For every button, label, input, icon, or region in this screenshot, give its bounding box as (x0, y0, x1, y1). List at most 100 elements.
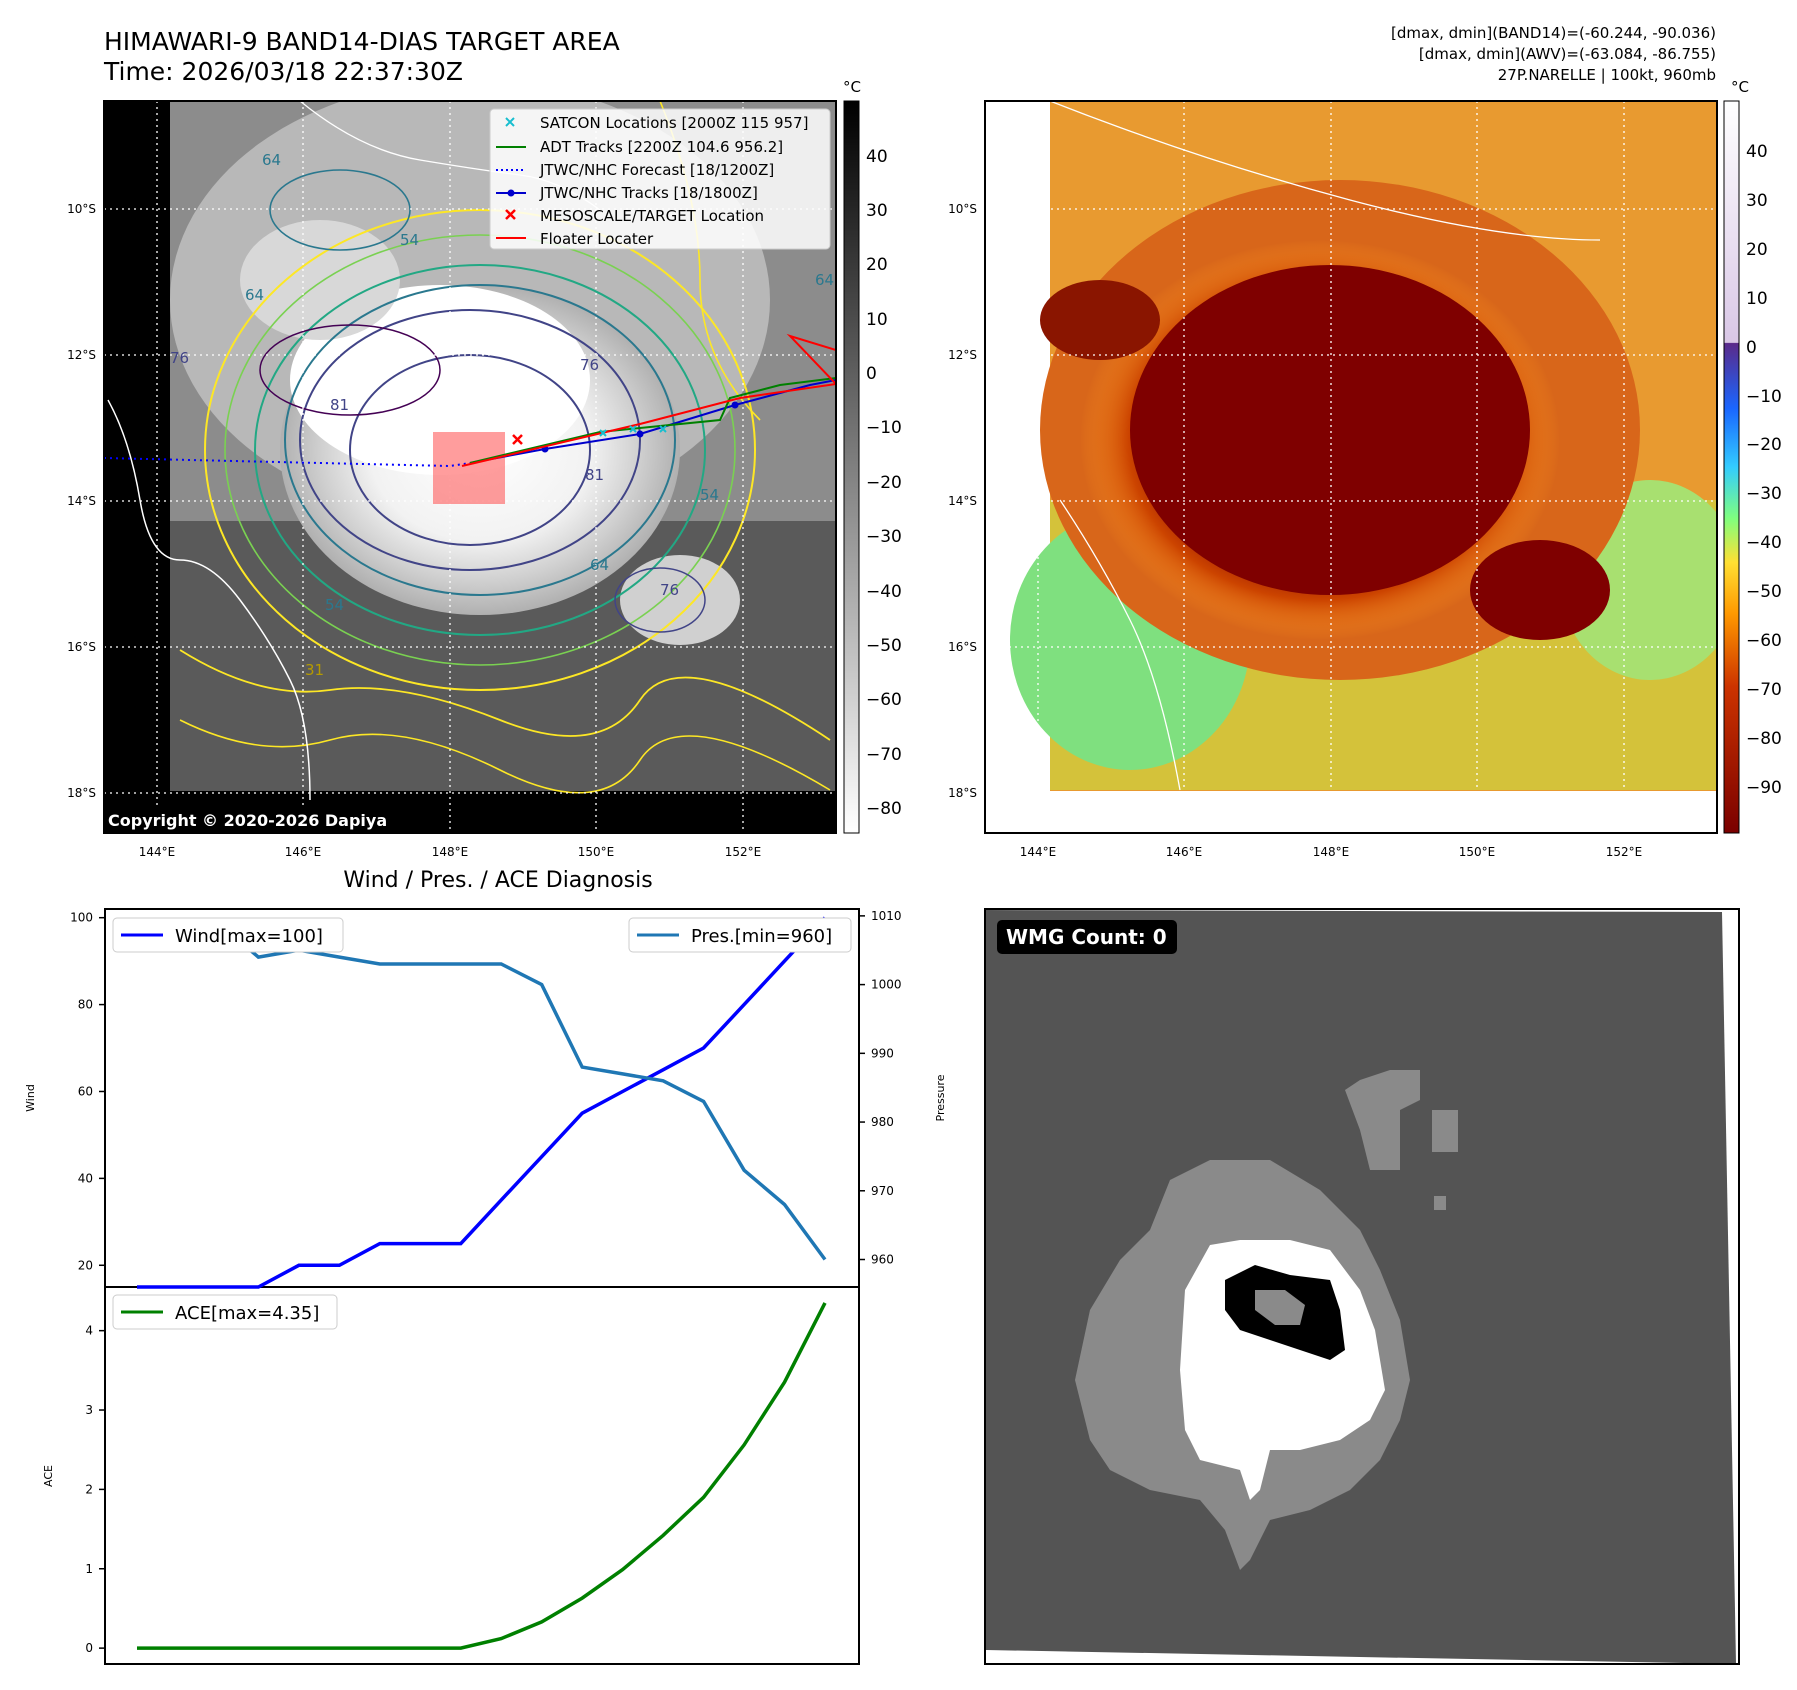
ace-legend: ACE[max=4.35] (112, 1294, 338, 1330)
svg-text:10: 10 (866, 310, 888, 330)
svg-text:14°S: 14°S (948, 494, 977, 508)
pressure-tick-label: 970 (871, 1184, 894, 1198)
svg-text:10°S: 10°S (948, 202, 977, 216)
svg-text:−90: −90 (1746, 778, 1782, 798)
svg-text:152°E: 152°E (1606, 845, 1643, 859)
svg-text:30: 30 (866, 201, 888, 221)
awv-lon-labels: 144°E 146°E 148°E 150°E 152°E (1020, 845, 1643, 859)
ace-axes (104, 1286, 860, 1665)
svg-text:146°E: 146°E (285, 845, 322, 859)
wind-tick-label: 60 (78, 1084, 93, 1098)
wind-axis-label: Wind (24, 1084, 37, 1112)
contour-labels: 64 54 64 76 81 76 81 54 64 76 54 31 64 (170, 151, 834, 679)
svg-text:12°S: 12°S (948, 348, 977, 362)
svg-text:−70: −70 (866, 745, 902, 765)
svg-text:64: 64 (262, 151, 281, 169)
ace-tick-label: 2 (85, 1482, 93, 1496)
map-legend: SATCON Locations [2000Z 115 957] ADT Tra… (489, 108, 831, 250)
figure-time: Time: 2026/03/18 22:37:30Z (103, 57, 463, 86)
svg-text:81: 81 (330, 396, 349, 414)
svg-text:−30: −30 (866, 527, 902, 547)
svg-text:64: 64 (815, 271, 834, 289)
svg-text:−50: −50 (1746, 582, 1782, 602)
svg-text:−70: −70 (1746, 680, 1782, 700)
band14-range: [dmax, dmin](BAND14)=(-60.244, -90.036) (1391, 24, 1716, 42)
svg-text:−50: −50 (866, 636, 902, 656)
wind-legend: Wind[max=100] (112, 917, 344, 953)
wind-pres-axes (104, 908, 860, 1288)
svg-text:30: 30 (1746, 191, 1768, 211)
wind-ticks: 20 40 60 80 100 (70, 911, 105, 1272)
svg-text:−60: −60 (1746, 631, 1782, 651)
ace-tick-label: 1 (85, 1562, 93, 1576)
ir-colorbar: °C 40 30 20 10 0 −10 −20 −30 −40 −50 −60… (843, 78, 902, 834)
pressure-tick-label: 960 (871, 1253, 894, 1267)
svg-text:54: 54 (400, 231, 419, 249)
svg-text:20: 20 (1746, 240, 1768, 260)
svg-text:−10: −10 (866, 418, 902, 438)
svg-text:−20: −20 (1746, 435, 1782, 455)
wind-tick-label: 100 (70, 911, 93, 925)
svg-text:76: 76 (170, 349, 189, 367)
svg-text:10: 10 (1746, 289, 1768, 309)
legend-ace: ACE[max=4.35] (175, 1303, 319, 1324)
svg-text:148°E: 148°E (432, 845, 469, 859)
svg-text:18°S: 18°S (67, 786, 96, 800)
svg-text:10°S: 10°S (67, 202, 96, 216)
storm-info: 27P.NARELLE | 100kt, 960mb (1498, 66, 1716, 84)
pressure-legend: Pres.[min=960] (628, 917, 852, 953)
pressure-ticks: 960 970 980 990 1000 1010 (859, 909, 902, 1267)
svg-text:76: 76 (580, 356, 599, 374)
svg-text:64: 64 (245, 286, 264, 304)
ace-ticks: 0 1 2 3 4 (85, 1324, 105, 1655)
svg-text:18°S: 18°S (948, 786, 977, 800)
ace-tick-label: 4 (85, 1324, 93, 1338)
svg-text:81: 81 (585, 466, 604, 484)
mesoscale-marker (512, 434, 523, 445)
svg-text:146°E: 146°E (1166, 845, 1203, 859)
copyright-label: Copyright © 2020-2026 Dapiya (108, 811, 387, 830)
svg-text:40: 40 (866, 147, 888, 167)
legend-wind: Wind[max=100] (175, 926, 323, 947)
svg-text:−40: −40 (866, 582, 902, 602)
awv-map-panel: 10°S 12°S 14°S 16°S 18°S 144°E 146°E 148… (948, 78, 1782, 859)
jtwc-best-track (469, 379, 836, 464)
awv-range: [dmax, dmin](AWV)=(-63.084, -86.755) (1419, 45, 1716, 63)
svg-text:−20: −20 (866, 473, 902, 493)
legend-pressure: Pres.[min=960] (691, 926, 832, 947)
svg-text:20: 20 (866, 255, 888, 275)
svg-text:−30: −30 (1746, 484, 1782, 504)
svg-text:54: 54 (325, 596, 344, 614)
svg-text:−80: −80 (866, 799, 902, 819)
ace-tick-label: 0 (85, 1641, 93, 1655)
ir-map-panel: 64 54 64 76 81 76 81 54 64 76 54 31 64 S… (67, 78, 902, 859)
svg-text:150°E: 150°E (578, 845, 615, 859)
pressure-tick-label: 1010 (871, 909, 902, 923)
legend-satcon: SATCON Locations [2000Z 115 957] (540, 114, 808, 132)
diagnosis-chart: Wind / Pres. / ACE Diagnosis Wind Pressu… (24, 868, 947, 1665)
ace-axis-label: ACE (42, 1465, 55, 1487)
legend-floater: Floater Locater (540, 230, 654, 248)
wmg-panel: WMG Count: 0 (984, 908, 1740, 1665)
figure-title: HIMAWARI-9 BAND14-DIAS TARGET AREA (104, 27, 620, 56)
awv-colorbar: °C 40 30 20 10 0 −10 −20 −30 −40 −50 −60… (1723, 78, 1782, 834)
svg-text:12°S: 12°S (67, 348, 96, 362)
svg-text:152°E: 152°E (725, 845, 762, 859)
satcon-locations (599, 425, 667, 437)
svg-text:150°E: 150°E (1459, 845, 1496, 859)
svg-text:14°S: 14°S (67, 494, 96, 508)
ace-tick-label: 3 (85, 1403, 93, 1417)
awv-lat-labels: 10°S 12°S 14°S 16°S 18°S (948, 202, 977, 800)
ir-colorbar-unit: °C (843, 78, 861, 96)
wmg-count-label: WMG Count: 0 (1006, 925, 1167, 949)
adt-track (469, 377, 836, 464)
svg-text:−10: −10 (1746, 387, 1782, 407)
jtwc-forecast-track (104, 457, 471, 468)
wind-series-line (137, 916, 827, 1289)
pressure-tick-label: 1000 (871, 978, 902, 992)
legend-adt: ADT Tracks [2200Z 104.6 956.2] (540, 138, 783, 156)
mesoscale-target-box (433, 432, 505, 504)
svg-text:16°S: 16°S (67, 640, 96, 654)
svg-text:16°S: 16°S (948, 640, 977, 654)
